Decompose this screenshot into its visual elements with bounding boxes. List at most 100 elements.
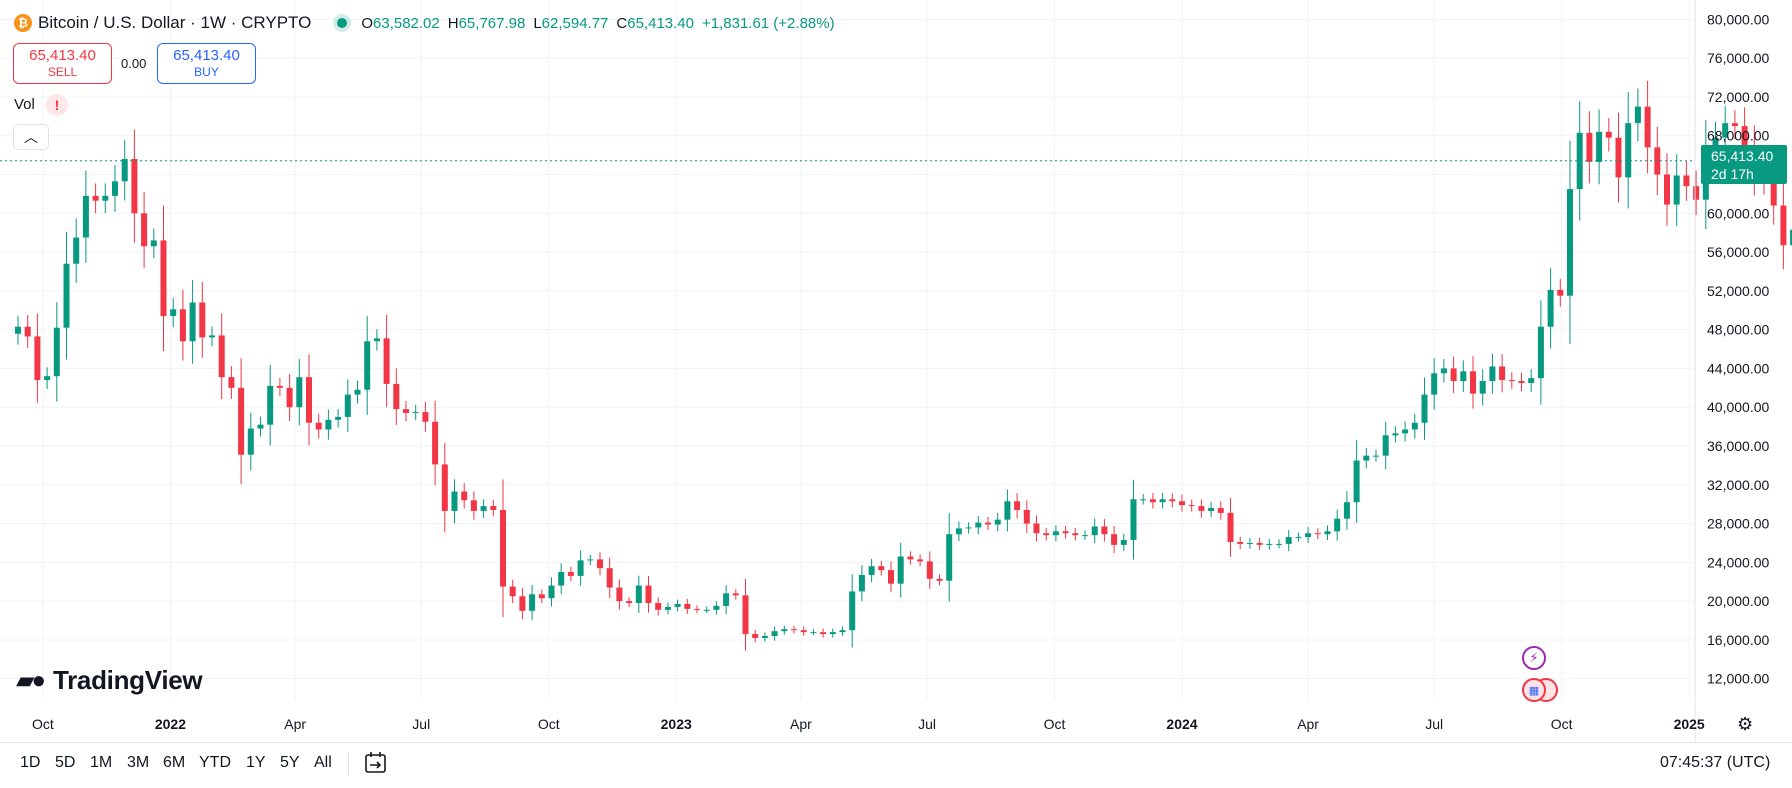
range-button-5y[interactable]: 5Y (280, 754, 300, 771)
range-button-6m[interactable]: 6M (163, 754, 186, 771)
range-button-3m[interactable]: 3M (127, 754, 150, 771)
candle-body (1382, 435, 1389, 456)
range-button-1d[interactable]: 1D (20, 754, 41, 771)
time-tick-label: Oct (1044, 716, 1066, 732)
candle-body (92, 195, 99, 201)
candle-body (723, 593, 730, 606)
candle-body (209, 335, 215, 338)
candle-body (1421, 394, 1428, 423)
candle-body (655, 603, 662, 610)
legend-separator: · (226, 13, 242, 32)
candle-body (1440, 368, 1447, 374)
candle-body (1450, 368, 1457, 382)
candle-body (1518, 381, 1525, 383)
time-tick-label: Jul (1425, 716, 1443, 732)
candle-body (470, 500, 477, 511)
range-button-ytd[interactable]: YTD (199, 754, 231, 771)
range-button-all[interactable]: All (314, 754, 332, 771)
buy-button[interactable]: 65,413.40 BUY (157, 43, 256, 84)
last-price-value: 65,413.40 (1711, 148, 1774, 164)
candle-body (1363, 455, 1370, 461)
candle-body (1305, 533, 1312, 538)
tradingview-logo[interactable]: ▰● TradingView (16, 665, 203, 696)
symbol-legend[interactable]: ₿ Bitcoin / U.S. Dollar · 1W · CRYPTO O6… (14, 12, 843, 34)
candle-body (34, 336, 41, 381)
lightning-event-icon[interactable]: ⚡ (1522, 646, 1546, 670)
date-range-calendar-icon[interactable] (363, 750, 389, 776)
price-tick-label: 56,000.00 (1707, 244, 1769, 260)
range-button-1y[interactable]: 1Y (246, 754, 266, 771)
price-axis[interactable]: 12,000.00 16,000.00 20,000.00 24,000.00 28,0… (1707, 11, 1769, 686)
candle-body (1547, 289, 1554, 327)
market-status-icon[interactable] (337, 18, 348, 28)
candle-body (1198, 506, 1205, 511)
collapse-indicators-button[interactable]: ︿ (13, 124, 49, 150)
sell-label: SELL (47, 64, 78, 79)
price-tick-label: 68,000.00 (1707, 128, 1769, 144)
candle-body (616, 587, 623, 602)
candle-body (490, 506, 497, 510)
candle-body (1004, 501, 1011, 520)
buy-price: 65,413.40 (173, 46, 240, 64)
candle-body (1256, 542, 1263, 545)
candle-body (955, 528, 962, 535)
candle-body (791, 629, 797, 631)
candle-body (752, 634, 759, 638)
candle-body (1654, 147, 1661, 175)
candle-body (1082, 535, 1088, 537)
warning-icon[interactable]: ! (46, 94, 68, 116)
candle-body (1149, 499, 1156, 503)
candle-body (888, 570, 894, 584)
candle-body (1353, 460, 1360, 503)
candle-body (1567, 189, 1573, 296)
candle-body (1179, 501, 1185, 506)
candle-body (732, 593, 739, 596)
candle-body (267, 385, 274, 425)
candle-body (1208, 508, 1215, 511)
candle-body (44, 376, 51, 381)
candle-body (771, 631, 778, 637)
gear-icon[interactable]: ⚙ (1737, 714, 1754, 734)
candle-body (141, 213, 148, 247)
time-axis[interactable]: Oct 2022 Apr Jul Oct 2023 Apr Jul Oct 2024 Apr Jul O… (32, 716, 1705, 732)
candle-body (150, 240, 157, 247)
candle-body (1266, 543, 1273, 545)
us-flag-event-icon[interactable]: ▦ (1522, 678, 1546, 702)
ohlc-key: C (616, 14, 628, 32)
candle-body (354, 389, 361, 395)
candle-body (839, 630, 846, 633)
candle-body (626, 601, 633, 604)
tradingview-mark-icon: ▰● (16, 667, 46, 694)
candle-body (635, 585, 642, 604)
candle-layer (15, 80, 1792, 651)
candle-body (1402, 429, 1409, 434)
candle-body (1062, 531, 1069, 534)
candle-body (1460, 371, 1467, 382)
exchange-label: CRYPTO (241, 13, 312, 32)
candle-body (994, 519, 1001, 525)
range-button-1m[interactable]: 1M (90, 754, 113, 771)
candle-body (1373, 455, 1379, 457)
candle-body (1043, 533, 1050, 536)
candle-body (1188, 505, 1195, 507)
sell-button[interactable]: 65,413.40 SELL (13, 43, 112, 84)
candle-body (1285, 537, 1292, 544)
range-button-5d[interactable]: 5D (55, 754, 76, 771)
candle-body (742, 595, 749, 635)
candle-body (1120, 540, 1127, 545)
volume-indicator-label[interactable]: Vol (14, 96, 35, 113)
candle-body (1741, 126, 1748, 147)
price-chart[interactable]: 12,000.00 16,000.00 20,000.00 24,000.00 28,0… (0, 0, 1792, 742)
ohlc-key: L (533, 14, 542, 32)
candle-body (1111, 534, 1118, 545)
candle-body (238, 387, 245, 455)
candle-body (364, 341, 371, 390)
candle-body (897, 556, 904, 584)
ohlc-value: 62,594.77 (541, 14, 609, 32)
candle-body (820, 632, 827, 635)
logo-text: TradingView (52, 665, 203, 695)
last-price-label: 65,413.40 2d 17h (1701, 145, 1787, 184)
time-tick-label: Apr (790, 716, 812, 732)
utc-clock[interactable]: 07:45:37 (UTC) (1660, 754, 1771, 771)
